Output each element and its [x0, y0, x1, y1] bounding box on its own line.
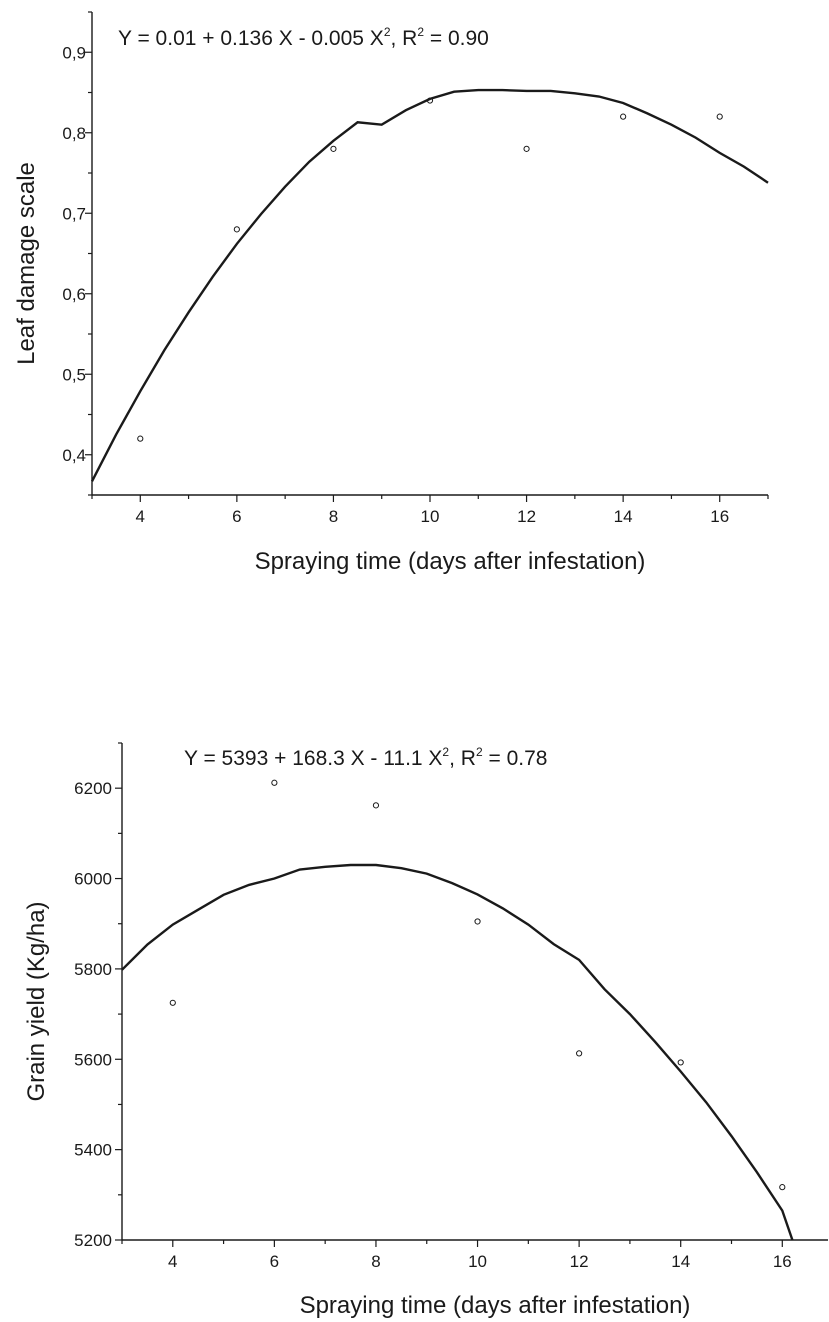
- data-point: [620, 113, 627, 120]
- y-axis-title: Leaf damage scale: [13, 162, 40, 365]
- x-tick-label: 8: [371, 1252, 380, 1271]
- equation-suffix: = 0.78: [483, 747, 548, 770]
- data-point: [576, 1050, 583, 1057]
- x-tick-label: 10: [421, 507, 440, 526]
- x-tick-label: 4: [168, 1252, 177, 1271]
- equation-mid: , R: [391, 27, 418, 50]
- y-tick-label: 0,9: [62, 43, 86, 62]
- y-tick-label: 0,8: [62, 124, 86, 143]
- y-tick-label: 0,6: [62, 285, 86, 304]
- fit-curve: [121, 863, 794, 1241]
- y-tick-label: 0,4: [62, 446, 86, 465]
- chart-1: 4 6 8 10 12 14 16 0,4 0,5 0,6 0,7 0,8 0,9 Spraying ti…: [13, 11, 769, 575]
- x-tick-label: 4: [136, 507, 145, 526]
- equation-r-exp: 2: [476, 745, 483, 759]
- equation-prefix: Y = 5393 + 168.3 X - 11.1 X: [184, 747, 442, 770]
- y-tick-label: 5200: [74, 1231, 112, 1250]
- data-point: [169, 999, 176, 1006]
- regression-equation: Y = 5393 + 168.3 X - 11.1 X2, R2 = 0.78: [184, 745, 547, 770]
- x-tick-label: 14: [671, 1252, 690, 1271]
- x-tick-label: 16: [773, 1252, 792, 1271]
- y-axis-title: Grain yield (Kg/ha): [23, 901, 50, 1101]
- data-point: [330, 145, 337, 152]
- chart-2: 4 6 8 10 12 14 16 5200 5400 5600 5800 6000 6200 Spray…: [23, 742, 828, 1319]
- equation-mid: , R: [449, 747, 476, 770]
- equation-r-exp: 2: [417, 25, 424, 39]
- data-point: [233, 226, 240, 233]
- x-tick-label: 12: [570, 1252, 589, 1271]
- data-point: [779, 1184, 786, 1191]
- equation-exp: 2: [384, 25, 391, 39]
- regression-equation: Y = 0.01 + 0.136 X - 0.005 X2, R2 = 0.90: [118, 25, 489, 50]
- data-point: [137, 435, 144, 442]
- x-axis-title: Spraying time (days after infestation): [255, 548, 646, 575]
- x-tick-label: 10: [468, 1252, 487, 1271]
- x-tick-label: 14: [614, 507, 633, 526]
- data-point: [716, 113, 723, 120]
- equation-suffix: = 0.90: [424, 27, 489, 50]
- data-point: [677, 1059, 684, 1066]
- data-point: [271, 779, 278, 786]
- x-tick-label: 8: [329, 507, 338, 526]
- y-tick-label: 5800: [74, 960, 112, 979]
- equation-prefix: Y = 0.01 + 0.136 X - 0.005 X: [118, 27, 384, 50]
- data-point: [523, 145, 530, 152]
- x-axis-title: Spraying time (days after infestation): [300, 1292, 691, 1319]
- fit-curve: [90, 88, 769, 482]
- y-tick-label: 5400: [74, 1141, 112, 1160]
- y-tick-label: 6200: [74, 779, 112, 798]
- equation-exp: 2: [442, 745, 449, 759]
- y-tick-label: 5600: [74, 1050, 112, 1069]
- y-tick-label: 0,5: [62, 365, 86, 384]
- data-point: [372, 802, 380, 809]
- y-tick-label: 6000: [74, 870, 112, 889]
- x-tick-label: 16: [710, 507, 729, 526]
- x-tick-label: 12: [517, 507, 536, 526]
- x-tick-label: 6: [270, 1252, 279, 1271]
- x-tick-label: 6: [232, 507, 241, 526]
- data-point: [474, 918, 481, 925]
- y-tick-label: 0,7: [62, 204, 86, 223]
